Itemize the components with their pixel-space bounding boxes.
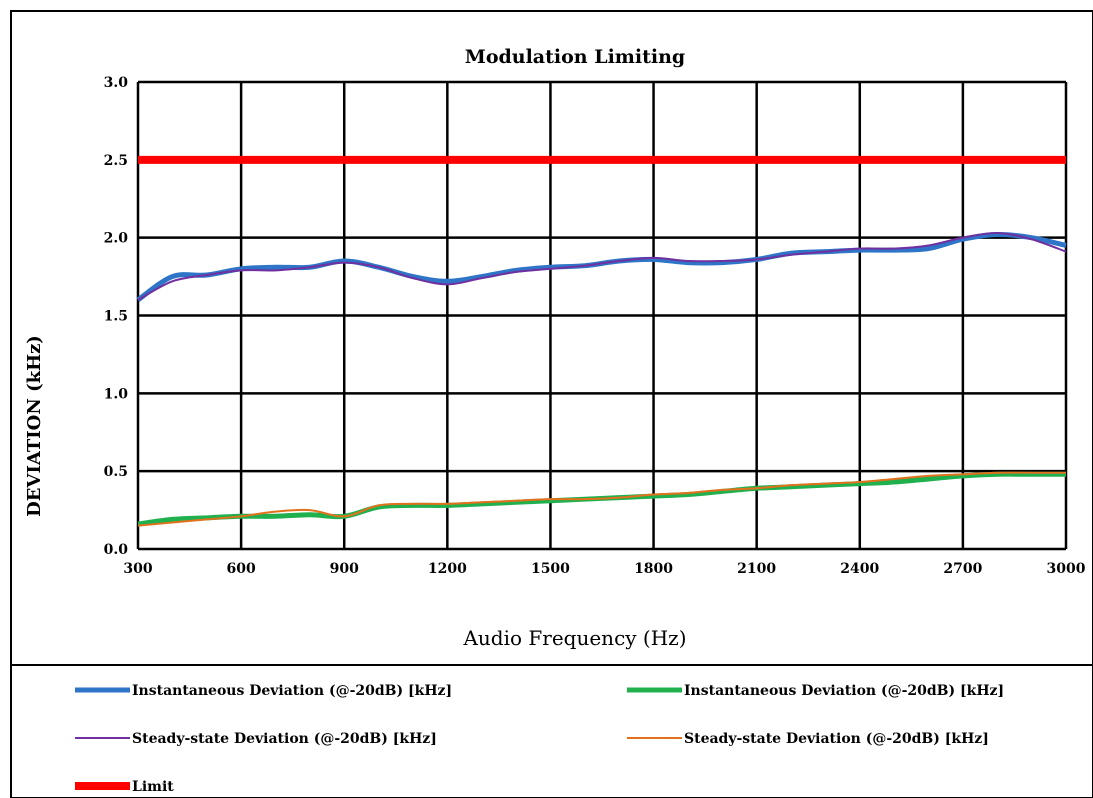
x-tick-label: 1500 <box>531 561 570 577</box>
series-layer <box>136 155 1067 527</box>
x-tick-label: 2400 <box>840 561 879 577</box>
x-tick-label: 900 <box>330 561 359 577</box>
legend-label: Limit <box>132 779 174 795</box>
y-tick-label: 1.5 <box>104 309 128 325</box>
x-tick-label: 1200 <box>428 561 467 577</box>
legend-label: Instantaneous Deviation (@-20dB) [kHz] <box>684 683 1004 699</box>
chart-border <box>10 10 1093 798</box>
x-tick-labels: 300 600 900 1200 1500 1800 2100 2400 2700 3000 <box>123 561 1085 577</box>
y-axis-label: DEVIATION (kHz) <box>24 335 45 517</box>
legend: Instantaneous Deviation (@-20dB) [kHz] In… <box>75 683 1004 795</box>
x-axis-label: Audio Frequency (Hz) <box>462 626 686 650</box>
y-tick-label: 0.5 <box>104 464 128 480</box>
x-tick-label: 1800 <box>634 561 673 577</box>
legend-label: Steady-state Deviation (@-20dB) [kHz] <box>684 731 989 747</box>
chart-title: Modulation Limiting <box>465 46 685 68</box>
x-tick-label: 300 <box>123 561 152 577</box>
x-tick-label: 2700 <box>943 561 982 577</box>
series-line-1 <box>137 231 1067 301</box>
y-tick-label: 2.0 <box>104 231 129 247</box>
y-tick-label: 1.0 <box>104 386 129 402</box>
y-tick-labels: 0.0 0.5 1.0 1.5 2.0 2.5 3.0 <box>104 75 129 558</box>
x-tick-label: 3000 <box>1047 561 1086 577</box>
x-tick-label: 600 <box>226 561 255 577</box>
legend-label: Steady-state Deviation (@-20dB) [kHz] <box>132 731 437 747</box>
series-line-3 <box>137 471 1066 527</box>
x-tick-label: 2100 <box>737 561 776 577</box>
series-line-0 <box>136 232 1067 303</box>
y-tick-label: 3.0 <box>104 75 129 91</box>
y-tick-label: 0.0 <box>104 542 129 558</box>
legend-label: Instantaneous Deviation (@-20dB) [kHz] <box>132 683 452 699</box>
y-tick-label: 2.5 <box>104 153 128 169</box>
